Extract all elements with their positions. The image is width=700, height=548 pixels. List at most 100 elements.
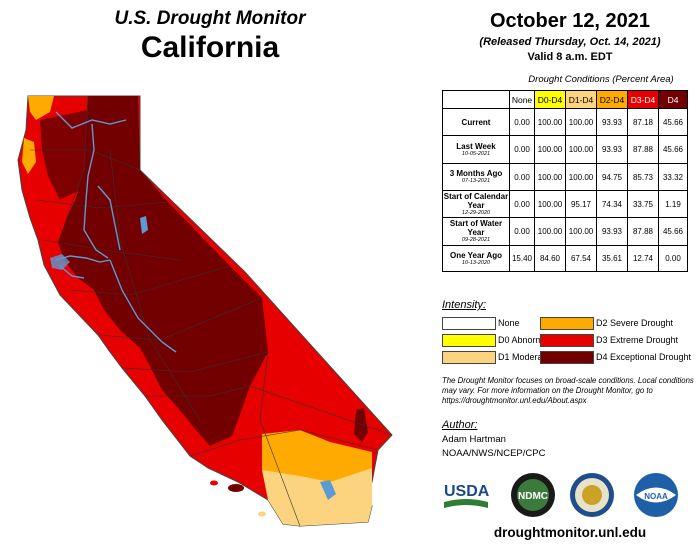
legend-swatch	[442, 317, 496, 330]
cell-value: 93.93	[596, 217, 628, 246]
island-3	[258, 511, 266, 517]
d2-north-coast	[28, 96, 54, 120]
author-organization: NOAA/NWS/NCEP/CPC	[442, 448, 546, 459]
salton-sea	[320, 480, 336, 500]
cell-value: 1.19	[658, 190, 688, 218]
row-date: 12-29-2020	[461, 209, 491, 216]
table-row: Start of Water Year 09-28-2021 0.00 100.00 1…	[442, 217, 688, 246]
cell-value: 33.32	[658, 163, 688, 191]
row-label-text: Current	[461, 117, 491, 127]
col-header: None	[509, 90, 535, 109]
author-title: Author:	[442, 419, 478, 431]
d4-north	[40, 110, 92, 200]
cell-value: 12.74	[627, 245, 659, 272]
disclaimer-note: The Drought Monitor focuses on broad-sca…	[442, 376, 694, 405]
cell-value: 84.60	[534, 245, 566, 272]
legend-swatch	[540, 351, 594, 364]
cell-value: 100.00	[534, 108, 566, 136]
d4-central-core	[58, 96, 268, 446]
california-drought-map	[17, 95, 393, 527]
cell-value: 100.00	[534, 190, 566, 218]
usda-logo: USDA	[444, 483, 490, 508]
d1-south	[262, 468, 372, 526]
cell-value: 94.75	[596, 163, 628, 191]
cell-value: 100.00	[534, 217, 566, 246]
table-corner	[442, 90, 510, 109]
county-lines	[30, 95, 393, 527]
cell-value: 100.00	[534, 163, 566, 191]
map-title: U.S. Drought Monitor	[114, 8, 306, 29]
cell-value: 100.00	[534, 135, 566, 164]
table-caption: Drought Conditions (Percent Area)	[528, 74, 674, 85]
cell-value: 85.73	[627, 163, 659, 191]
row-label: One Year Ago 10-13-2020	[442, 245, 510, 272]
row-label: 3 Months Ago 07-13-2021	[442, 163, 510, 191]
legend-label: None	[498, 318, 520, 328]
row-date: 07-13-2021	[461, 178, 491, 184]
cell-value: 95.17	[565, 190, 597, 218]
map-date: October 12, 2021	[489, 10, 651, 32]
cell-value: 45.66	[658, 135, 688, 164]
col-header: D2-D4	[596, 90, 628, 109]
valid-time: Valid 8 a.m. EDT	[527, 51, 613, 63]
island-1	[228, 484, 244, 492]
cell-value: 87.88	[627, 217, 659, 246]
release-date: (Released Thursday, Oct. 14, 2021)	[479, 36, 661, 48]
legend-label: D0 Abnormally Dry	[498, 335, 574, 345]
row-label: Last Week 10-05-2021	[442, 135, 510, 164]
legend-swatch	[540, 334, 594, 347]
row-label-text: One Year Ago	[449, 250, 503, 260]
cell-value: 0.00	[658, 245, 688, 272]
cell-value: 15.40	[509, 245, 535, 272]
intensity-title: Intensity:	[442, 299, 487, 311]
cell-value: 100.00	[565, 163, 597, 191]
cell-value: 0.00	[509, 163, 535, 191]
noaa-text: NOAA	[644, 492, 668, 501]
table-header-row: None D0-D4 D1-D4 D2-D4 D3-D4 D4	[442, 90, 688, 109]
island-2	[210, 480, 218, 486]
state-name: California	[140, 31, 280, 64]
legend-label: D3 Extreme Drought	[596, 335, 679, 345]
row-date: 10-13-2020	[461, 259, 491, 266]
d2-north-coast-2	[22, 138, 36, 174]
row-date: 10-05-2021	[461, 150, 491, 157]
cell-value: 0.00	[509, 135, 535, 164]
cell-value: 87.18	[627, 108, 659, 136]
cell-value: 100.00	[565, 108, 597, 136]
d2-south	[262, 430, 372, 486]
legend-swatch	[442, 334, 496, 347]
cell-value: 35.61	[596, 245, 628, 272]
agency-logos: USDA NDMC NOAA	[444, 473, 678, 517]
table-row: Current 0.00 100.00 100.00 93.93 87.18 45.66	[442, 108, 688, 136]
doc-seal	[570, 473, 614, 517]
cell-value: 74.34	[596, 190, 628, 218]
rivers	[55, 111, 177, 353]
noaa-logo: NOAA	[634, 473, 678, 517]
cell-value: 93.93	[596, 135, 628, 164]
cell-value: 87.88	[627, 135, 659, 164]
legend-swatch	[540, 317, 594, 330]
drought-conditions-table: None D0-D4 D1-D4 D2-D4 D3-D4 D4 Current 0…	[442, 90, 688, 272]
legend-swatch	[442, 351, 496, 364]
cell-value: 0.00	[509, 217, 535, 246]
usda-text: USDA	[444, 483, 490, 500]
cell-value: 93.93	[596, 108, 628, 136]
ndmc-logo: NDMC	[511, 473, 555, 517]
row-date: 09-28-2021	[461, 237, 491, 243]
cell-value: 100.00	[565, 217, 597, 246]
lake-tahoe	[140, 216, 148, 234]
row-label: Current	[442, 108, 510, 136]
cell-value: 0.00	[509, 108, 535, 136]
table-row: Start of Calendar Year 12-29-2020 0.00 100.…	[442, 190, 688, 218]
cell-value: 67.54	[565, 245, 597, 272]
col-header: D1-D4	[565, 90, 597, 109]
cell-value: 33.75	[627, 190, 659, 218]
table-row: One Year Ago 10-13-2020 15.40 84.60 67.54 35.…	[442, 245, 688, 272]
website-url[interactable]: droughtmonitor.unl.edu	[493, 525, 647, 540]
row-label: Start of Water Year 09-28-2021	[442, 217, 510, 246]
table-row: 3 Months Ago 07-13-2021 0.00 100.00 100.00 94…	[442, 163, 688, 191]
legend-label: D4 Exceptional Drought	[596, 352, 692, 362]
cell-value: 100.00	[565, 135, 597, 164]
col-header: D4	[658, 90, 688, 109]
table-row: Last Week 10-05-2021 0.00 100.00 100.00 93.93…	[442, 135, 688, 164]
